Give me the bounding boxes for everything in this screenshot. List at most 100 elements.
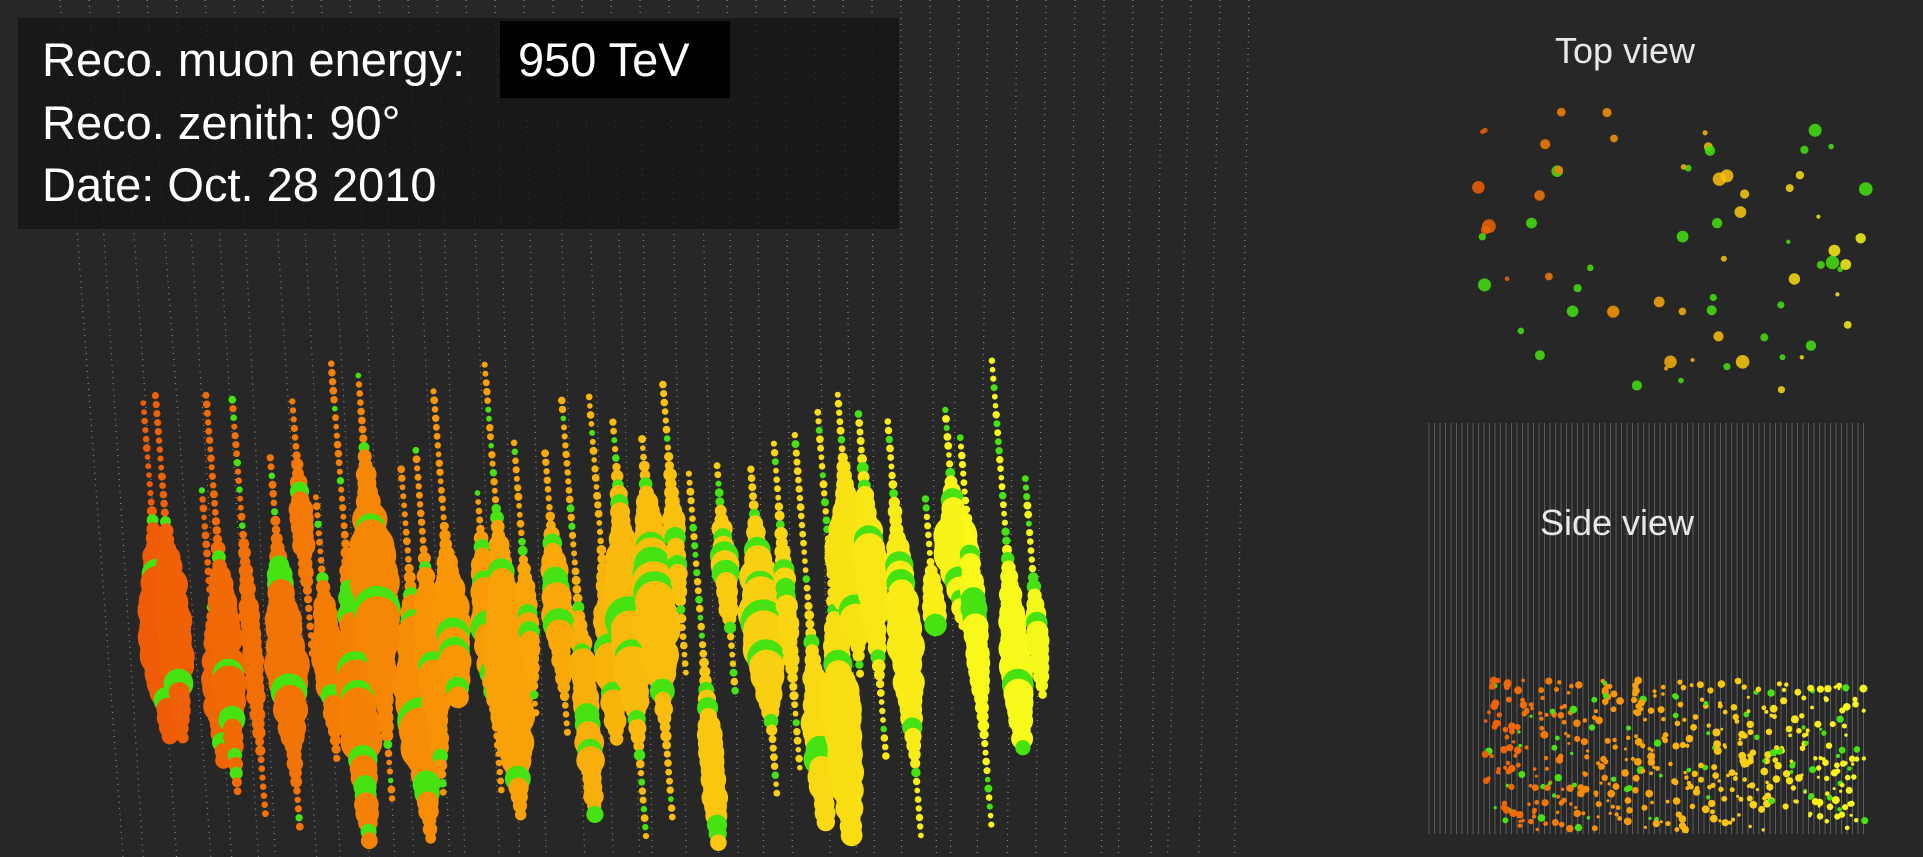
side-hit <box>1851 774 1857 780</box>
side-hit <box>1840 783 1845 788</box>
hit <box>610 732 624 746</box>
hit <box>341 531 349 539</box>
hit <box>154 419 161 426</box>
hit <box>306 614 312 620</box>
hit <box>794 737 802 745</box>
side-hit <box>1578 792 1581 795</box>
hit <box>236 486 243 493</box>
hit <box>855 419 863 427</box>
hit <box>385 750 393 758</box>
hit <box>590 447 598 455</box>
hit <box>234 459 241 466</box>
side-hit <box>1521 819 1525 823</box>
hit <box>562 451 569 458</box>
hit <box>334 433 340 439</box>
hit <box>857 437 865 445</box>
side-hit <box>1624 748 1627 751</box>
hit <box>799 531 806 538</box>
hit <box>803 567 809 573</box>
side-hit <box>1792 761 1795 764</box>
hit <box>683 670 689 676</box>
hit <box>440 522 449 531</box>
hit <box>880 726 887 733</box>
side-hit <box>1589 724 1595 730</box>
side-hit <box>1502 817 1508 823</box>
hit <box>272 526 281 535</box>
side-hit <box>1532 784 1539 791</box>
side-hit <box>1654 739 1661 746</box>
hit <box>802 558 808 564</box>
side-hit <box>1712 729 1720 737</box>
hit <box>1024 511 1032 519</box>
hit <box>153 410 160 417</box>
side-hit <box>1490 754 1494 758</box>
hit <box>996 456 1003 463</box>
side-hit <box>1612 783 1619 790</box>
side-hit <box>1782 688 1786 692</box>
hit <box>609 418 616 425</box>
top-hit <box>1735 206 1747 218</box>
hit <box>587 403 593 409</box>
top-hit <box>1602 108 1611 117</box>
hit <box>518 546 528 556</box>
hit <box>259 765 266 772</box>
hit <box>839 445 846 452</box>
hit <box>482 371 488 377</box>
side-hit <box>1827 804 1834 811</box>
hit <box>796 486 803 493</box>
hit <box>984 767 991 774</box>
hit <box>804 610 814 620</box>
hit <box>490 461 496 467</box>
side-hit <box>1847 766 1851 770</box>
hit <box>714 462 721 469</box>
top-hit <box>1664 356 1677 369</box>
hit <box>874 670 885 681</box>
top-hit <box>1557 108 1566 117</box>
side-hit <box>1804 791 1807 794</box>
hit <box>639 787 646 794</box>
side-hit <box>1573 719 1581 727</box>
hit <box>693 560 700 567</box>
hit <box>791 701 798 708</box>
hit <box>593 492 601 500</box>
side-hit <box>1595 794 1598 797</box>
side-hit <box>1859 685 1867 693</box>
side-hit <box>1534 800 1539 805</box>
hit <box>793 450 800 457</box>
side-hit <box>1747 709 1751 713</box>
hit <box>995 438 1002 445</box>
side-hit <box>1558 712 1565 719</box>
hit <box>560 692 570 702</box>
hit <box>202 532 210 540</box>
hit <box>356 381 362 387</box>
side-hit <box>1503 766 1507 770</box>
side-hit <box>1611 777 1616 782</box>
side-hit <box>1606 799 1609 802</box>
side-hit <box>1684 775 1688 779</box>
hit <box>359 426 367 434</box>
hit <box>877 689 885 697</box>
hit <box>1036 679 1048 691</box>
side-hit <box>1596 801 1602 807</box>
hit <box>296 823 304 831</box>
side-hit <box>1633 775 1640 782</box>
hit <box>924 522 931 529</box>
hit <box>565 478 571 484</box>
hit <box>402 511 408 517</box>
hit <box>261 801 268 808</box>
side-hit <box>1508 722 1516 730</box>
side-hit <box>1791 785 1796 790</box>
hit <box>634 749 645 760</box>
hit <box>258 756 265 763</box>
hit <box>417 501 423 507</box>
hit <box>925 532 932 539</box>
hit <box>425 833 436 844</box>
side-hit <box>1766 784 1773 791</box>
hit <box>591 457 597 463</box>
hit <box>980 730 989 739</box>
side-hit <box>1624 818 1632 826</box>
hit <box>819 454 825 460</box>
hit <box>641 814 649 822</box>
hit <box>228 396 236 404</box>
side-hit <box>1697 681 1704 688</box>
